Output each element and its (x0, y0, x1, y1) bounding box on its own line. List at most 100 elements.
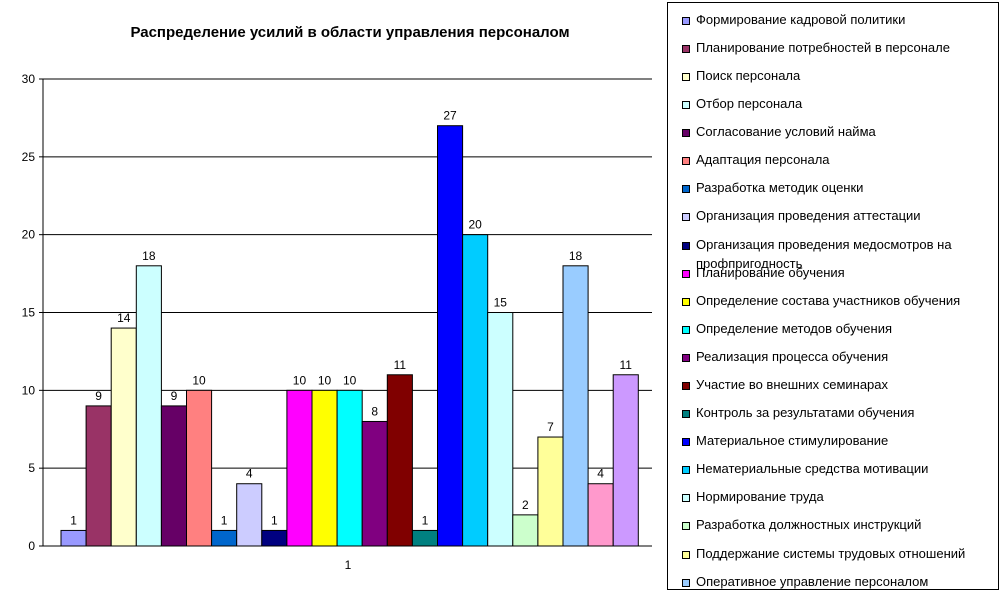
bar (411, 529, 438, 547)
data-label: 8 (371, 404, 378, 418)
bar (236, 483, 263, 547)
legend-swatch (682, 522, 690, 530)
data-label: 1 (221, 513, 228, 527)
data-label: 10 (318, 373, 332, 387)
data-label: 4 (246, 467, 253, 481)
bar (587, 483, 614, 547)
legend-label: Адаптация персонала (696, 152, 830, 167)
bar (386, 374, 413, 547)
bar (537, 436, 564, 547)
bar (437, 125, 464, 547)
legend-swatch (682, 270, 690, 278)
legend-label: Организация проведения аттестации (696, 208, 921, 223)
legend-label: Организация проведения медосмотров на пр… (696, 237, 952, 271)
bar (462, 234, 489, 547)
legend-swatch (682, 17, 690, 25)
bar (85, 405, 112, 547)
data-label: 15 (494, 296, 508, 310)
legend-item: Планирование потребностей в персонале (682, 37, 994, 65)
legend: Формирование кадровой политики Планирован… (667, 2, 999, 590)
legend-label: Поиск персонала (696, 68, 801, 83)
legend-swatch (682, 242, 690, 250)
bar (60, 529, 87, 547)
legend-item: Нормирование труда (682, 486, 994, 514)
legend-swatch (682, 129, 690, 137)
legend-label: Нематериальные средства мотивации (696, 461, 929, 476)
legend-swatch (682, 494, 690, 502)
legend-item: Нематериальные средства мотивации (682, 458, 994, 486)
legend-label: Материальное стимулирование (696, 433, 889, 448)
legend-swatch (682, 354, 690, 362)
legend-item: Планирование обучения (682, 262, 994, 290)
legend-item: Организация проведения медосмотров на пр… (682, 234, 994, 271)
legend-swatch (682, 157, 690, 165)
data-label: 1 (271, 513, 278, 527)
legend-swatch (682, 298, 690, 306)
legend-swatch (682, 185, 690, 193)
legend-item: Формирование кадровой политики (682, 9, 994, 37)
legend-swatch (682, 326, 690, 334)
legend-label: Участие во внешних семинарах (696, 377, 889, 392)
data-label: 1 (422, 513, 429, 527)
legend-item: Реализация процесса обучения (682, 346, 994, 374)
legend-item: Определение методов обучения (682, 318, 994, 346)
legend-item: Поиск персонала (682, 65, 994, 93)
legend-swatch (682, 438, 690, 446)
bar (487, 312, 514, 547)
x-category-label: 1 (345, 558, 352, 572)
bar (160, 405, 187, 547)
legend-label: Формирование кадровой политики (696, 12, 906, 27)
bar (311, 389, 338, 547)
legend-item: Участие во внешних семинарах (682, 374, 994, 402)
data-label: 1 (70, 513, 77, 527)
data-label: 11 (394, 358, 407, 372)
legend-swatch (682, 73, 690, 81)
legend-item: Определение состава участников обучения (682, 290, 994, 318)
legend-item: Отбор персонала (682, 93, 994, 121)
legend-item: Адаптация персонала (682, 149, 994, 177)
legend-item: Организация проведения аттестации (682, 205, 994, 233)
bar (186, 389, 213, 547)
legend-label: Планирование обучения (696, 265, 845, 280)
bar (211, 529, 238, 547)
legend-label: Планирование потребностей в персонале (696, 40, 950, 55)
bar (562, 265, 589, 547)
y-tick-label: 0 (28, 539, 35, 553)
bar (361, 420, 388, 547)
data-label: 9 (171, 389, 178, 403)
y-tick-label: 25 (22, 150, 36, 164)
legend-label: Реализация процесса обучения (696, 349, 889, 364)
y-tick-label: 10 (22, 383, 36, 397)
data-label: 18 (142, 249, 156, 263)
legend-swatch (682, 382, 690, 390)
data-label: 2 (522, 498, 529, 512)
bar (512, 514, 539, 547)
data-label: 10 (293, 373, 307, 387)
legend-swatch (682, 551, 690, 559)
legend-item: Материальное стимулирование (682, 430, 994, 458)
legend-item: Контроль за результатами обучения (682, 402, 994, 430)
legend-label: Отбор персонала (696, 96, 803, 111)
legend-swatch (682, 466, 690, 474)
y-tick-label: 5 (28, 461, 35, 475)
legend-label: Определение методов обучения (696, 321, 893, 336)
data-label: 14 (117, 311, 131, 325)
y-tick-label: 20 (22, 228, 36, 242)
legend-label: Разработка методик оценки (696, 180, 864, 195)
legend-label: Разработка должностных инструкций (696, 517, 922, 532)
chart-title: Распределение усилий в области управлени… (130, 24, 569, 41)
data-label: 10 (192, 373, 206, 387)
data-label: 11 (620, 358, 633, 372)
data-label: 7 (547, 420, 554, 434)
legend-label: Определение состава участников обучения (696, 293, 961, 308)
legend-swatch (682, 410, 690, 418)
legend-label: Контроль за результатами обучения (696, 405, 915, 420)
legend-swatch (682, 579, 690, 587)
data-label: 10 (343, 373, 357, 387)
legend-label: Поддержание системы трудовых отношений (696, 546, 966, 561)
legend-swatch (682, 45, 690, 53)
legend-item: Оперативное управление персоналом (682, 571, 994, 599)
bar (612, 374, 639, 547)
y-tick-label: 30 (22, 72, 36, 86)
